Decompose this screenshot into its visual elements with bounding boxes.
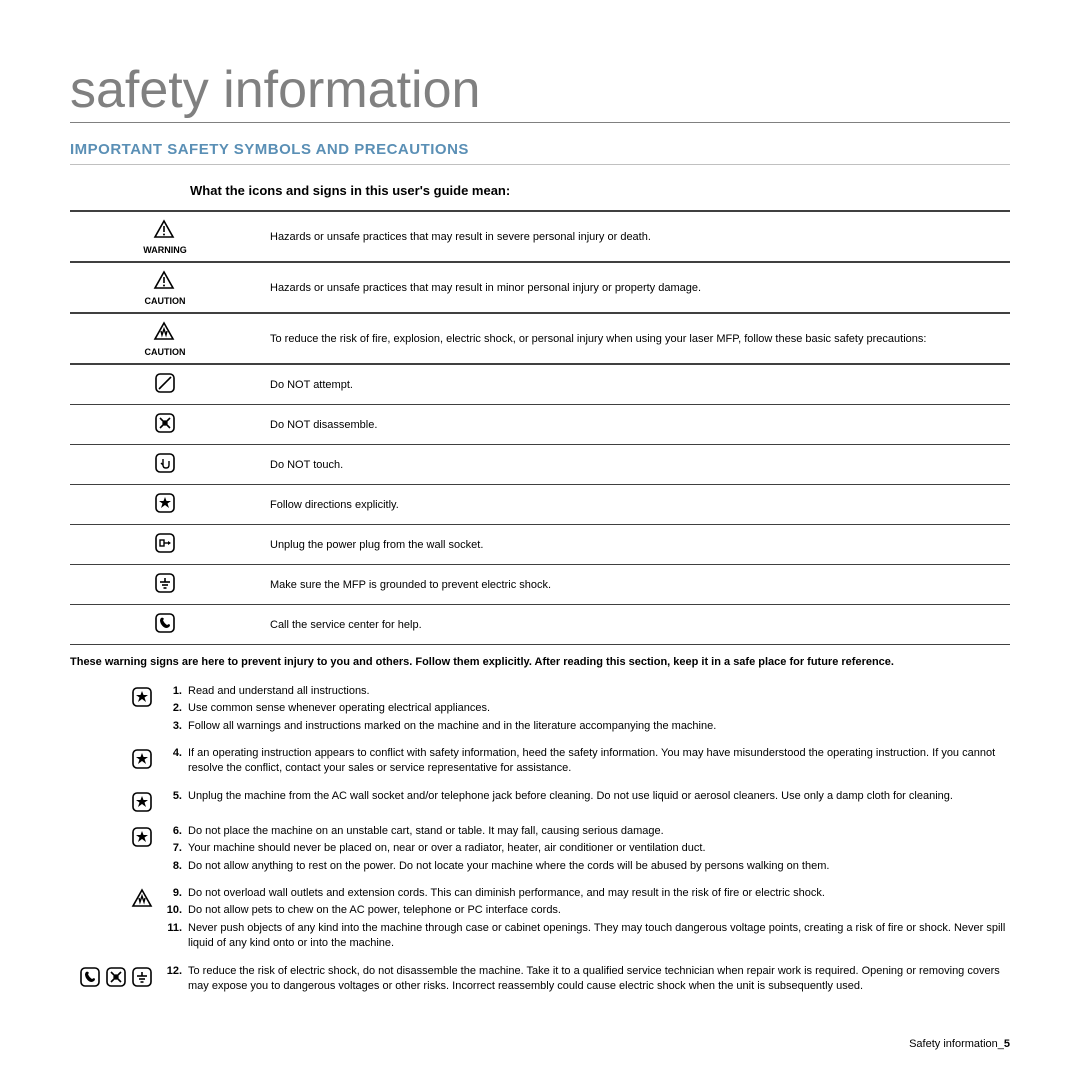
instruction-number: 4. [164, 746, 182, 777]
instruction-list: 9. Do not overload wall outlets and exten… [164, 886, 1010, 954]
symbol-label: CAUTION [70, 296, 260, 306]
sub-heading: What the icons and signs in this user's … [190, 183, 1010, 198]
instruction-block: 1. Read and understand all instructions. 2… [70, 684, 1010, 736]
instruction-text: Do not allow anything to rest on the pow… [188, 859, 1010, 874]
instruction-item: 8. Do not allow anything to rest on the p… [164, 859, 1010, 874]
footer-page-number: 5 [1004, 1038, 1010, 1050]
page-title: safety information [70, 60, 1010, 123]
symbol-desc: Hazards or unsafe practices that may res… [260, 262, 1010, 313]
disassemble-icon [104, 965, 128, 989]
symbol-desc: Do NOT disassemble. [260, 405, 1010, 445]
star-icon [130, 825, 154, 849]
symbol-desc: To reduce the risk of fire, explosion, e… [260, 313, 1010, 364]
instruction-icons [70, 886, 154, 911]
page-footer: Safety information_5 [909, 1038, 1010, 1050]
symbol-label: WARNING [70, 245, 260, 255]
instruction-block: 12. To reduce the risk of electric shock,… [70, 964, 1010, 997]
instruction-item: 7. Your machine should never be placed on… [164, 841, 1010, 856]
instruction-block: 5. Unplug the machine from the AC wall so… [70, 789, 1010, 814]
caution-icon [152, 269, 178, 291]
instruction-item: 5. Unplug the machine from the AC wall so… [164, 789, 1010, 804]
call-service-icon [153, 611, 177, 635]
instruction-number: 5. [164, 789, 182, 804]
instruction-item: 1. Read and understand all instructions. [164, 684, 1010, 699]
section-heading: IMPORTANT SAFETY SYMBOLS AND PRECAUTIONS [70, 141, 1010, 165]
symbol-table: WARNING Hazards or unsafe practices that… [70, 210, 1010, 645]
instruction-number: 9. [164, 886, 182, 901]
do-not-disassemble-icon [153, 411, 177, 435]
instruction-number: 1. [164, 684, 182, 699]
instruction-number: 2. [164, 701, 182, 716]
instruction-number: 11. [164, 921, 182, 952]
instruction-item: 12. To reduce the risk of electric shock,… [164, 964, 1010, 995]
instruction-icons [70, 789, 154, 814]
instruction-item: 2. Use common sense whenever operating el… [164, 701, 1010, 716]
instruction-text: Do not place the machine on an unstable … [188, 824, 1010, 839]
symbol-desc: Hazards or unsafe practices that may res… [260, 211, 1010, 262]
instruction-block: 4.If an operating instruction appears to… [70, 746, 1010, 779]
instruction-number: 10. [164, 903, 182, 918]
star-icon [130, 685, 154, 709]
instruction-item: 9. Do not overload wall outlets and exten… [164, 886, 1010, 901]
instruction-icons [70, 964, 154, 989]
instruction-text: Your machine should never be placed on, … [188, 841, 1010, 856]
instruction-number: 8. [164, 859, 182, 874]
caution-tri-icon [130, 887, 154, 911]
instruction-text: Read and understand all instructions. [188, 684, 1010, 699]
instruction-text: To reduce the risk of electric shock, do… [188, 964, 1010, 995]
instruction-list: 1. Read and understand all instructions. 2… [164, 684, 1010, 736]
instruction-number: 7. [164, 841, 182, 856]
instruction-text: Unplug the machine from the AC wall sock… [188, 789, 1010, 804]
instruction-icons [70, 824, 154, 849]
instruction-list: 4.If an operating instruction appears to… [164, 746, 1010, 779]
star-icon [130, 790, 154, 814]
instruction-item: 6. Do not place the machine on an unstabl… [164, 824, 1010, 839]
instruction-text: Follow all warnings and instructions mar… [188, 719, 1010, 734]
symbol-desc: Follow directions explicitly. [260, 485, 1010, 525]
instruction-number: 6. [164, 824, 182, 839]
instruction-list: 12. To reduce the risk of electric shock,… [164, 964, 1010, 997]
symbol-desc: Do NOT attempt. [260, 364, 1010, 405]
instruction-text: If an operating instruction appears to c… [188, 746, 1010, 777]
instruction-number: 3. [164, 719, 182, 734]
symbol-desc: Make sure the MFP is grounded to prevent… [260, 565, 1010, 605]
instruction-list: 6. Do not place the machine on an unstabl… [164, 824, 1010, 876]
instruction-block: 6. Do not place the machine on an unstabl… [70, 824, 1010, 876]
instruction-item: 4.If an operating instruction appears to… [164, 746, 1010, 777]
symbol-label: CAUTION [70, 347, 260, 357]
instruction-icons [70, 746, 154, 771]
warning-icon [152, 218, 178, 240]
footer-text: Safety information_ [909, 1038, 1004, 1050]
caution-burn-icon [152, 320, 178, 342]
follow-directions-icon [153, 491, 177, 515]
ground-icon [130, 965, 154, 989]
ground-icon [153, 571, 177, 595]
instruction-number: 12. [164, 964, 182, 995]
instruction-icons [70, 684, 154, 709]
phone-icon [78, 965, 102, 989]
instruction-block: 9. Do not overload wall outlets and exten… [70, 886, 1010, 954]
instruction-item: 10. Do not allow pets to chew on the AC p… [164, 903, 1010, 918]
instruction-text: Do not overload wall outlets and extensi… [188, 886, 1010, 901]
instruction-text: Use common sense whenever operating elec… [188, 701, 1010, 716]
unplug-icon [153, 531, 177, 555]
instruction-list: 5. Unplug the machine from the AC wall so… [164, 789, 1010, 806]
do-not-touch-icon [153, 451, 177, 475]
instruction-text: Never push objects of any kind into the … [188, 921, 1010, 952]
symbol-desc: Unplug the power plug from the wall sock… [260, 525, 1010, 565]
symbol-desc: Call the service center for help. [260, 605, 1010, 645]
star-icon [130, 747, 154, 771]
warning-note: These warning signs are here to prevent … [70, 655, 1010, 670]
instruction-text: Do not allow pets to chew on the AC powe… [188, 903, 1010, 918]
do-not-attempt-icon [153, 371, 177, 395]
instruction-item: 3. Follow all warnings and instructions m… [164, 719, 1010, 734]
symbol-desc: Do NOT touch. [260, 445, 1010, 485]
instruction-item: 11. Never push objects of any kind into t… [164, 921, 1010, 952]
